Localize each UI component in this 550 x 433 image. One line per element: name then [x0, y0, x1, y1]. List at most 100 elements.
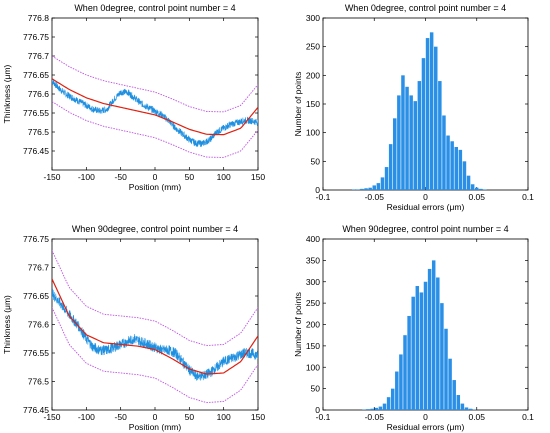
x-tick-label: 150 [251, 172, 265, 182]
x-tick-label: 0.05 [468, 192, 485, 202]
y-tick-label: 776.7 [28, 263, 50, 273]
histogram-bar [436, 277, 440, 410]
histogram-bar [356, 189, 360, 190]
y-tick-label: 300 [306, 277, 320, 287]
y-tick-label: 776.7 [28, 51, 50, 61]
y-axis-label: Thinkness (μm) [2, 64, 12, 123]
histogram-bar [415, 286, 420, 410]
x-axis-label: Residual errors (μm) [387, 202, 465, 212]
y-tick-label: 776.75 [23, 32, 49, 42]
histogram-bar [450, 141, 454, 190]
histogram-bar [458, 149, 463, 190]
histogram-bar [479, 188, 483, 190]
histogram-bar [409, 95, 413, 190]
histogram-bar [483, 189, 487, 190]
x-tick-label: -50 [115, 172, 128, 182]
y-tick-label: 300 [306, 13, 320, 23]
x-tick-label: -150 [43, 172, 60, 182]
measured-series-line [52, 79, 258, 147]
plot-frame [322, 17, 529, 191]
x-axis-label: Position (mm) [129, 182, 182, 192]
histogram-bar [374, 407, 379, 410]
histogram-bar [364, 188, 368, 190]
histogram-bar [456, 395, 461, 410]
histogram-bar [366, 409, 370, 410]
y-tick-label: 776.65 [23, 70, 49, 80]
histogram-bar [372, 185, 376, 190]
histogram-bar [429, 32, 434, 190]
y-tick-label: 776.5 [28, 377, 50, 387]
fit-series-line [52, 78, 258, 136]
histogram-bar [444, 328, 448, 410]
x-tick-label: 0.05 [468, 412, 485, 422]
x-tick-label: -0.1 [316, 192, 331, 202]
histogram-bar [452, 380, 456, 410]
y-tick-label: 776.55 [23, 348, 49, 358]
histogram-bar [384, 167, 389, 190]
histogram-bar [405, 86, 409, 190]
histogram-bar [470, 184, 475, 190]
histogram-bar [360, 188, 364, 190]
y-tick-label: 50 [311, 384, 321, 394]
x-tick-label: 50 [185, 412, 195, 422]
x-tick-label: 0 [153, 172, 158, 182]
x-tick-label: -0.05 [365, 412, 385, 422]
histogram-bar [448, 358, 452, 410]
x-axis-label: Residual errors (μm) [387, 422, 465, 432]
y-axis-label: Number of points [293, 72, 303, 137]
x-tick-label: -100 [78, 172, 95, 182]
histogram-bar [421, 58, 426, 190]
histogram-bar [464, 407, 469, 410]
x-tick-label: 0 [423, 412, 428, 422]
histogram-bar [468, 408, 473, 410]
histogram-bar [446, 135, 450, 190]
y-tick-label: 250 [306, 42, 320, 52]
histogram-bar [376, 183, 381, 190]
y-tick-label: 776.45 [23, 146, 49, 156]
histogram-bar [397, 95, 401, 190]
histogram-bar [466, 175, 471, 190]
y-tick-label: 776.55 [23, 108, 49, 118]
x-tick-label: 100 [217, 172, 231, 182]
chart-title: When 90degree, control point number = 4 [342, 224, 508, 234]
x-tick-label: 0 [423, 192, 428, 202]
histogram-bar [390, 388, 395, 410]
chart-title: When 0degree, control point number = 4 [345, 3, 506, 13]
x-tick-label: -50 [115, 412, 128, 422]
x-tick-label: 0.1 [522, 412, 534, 422]
histogram-bar [438, 81, 442, 190]
y-tick-label: 776.75 [23, 234, 49, 244]
y-tick-label: 776.45 [23, 405, 49, 415]
y-axis-label: Number of points [293, 292, 303, 357]
histogram-bar [442, 115, 446, 190]
histogram-bar [431, 260, 436, 410]
y-tick-label: 776.6 [28, 320, 50, 330]
y-tick-label: 250 [306, 298, 320, 308]
plot-frame [51, 238, 259, 411]
histogram-bar [401, 75, 405, 190]
x-tick-label: -150 [43, 412, 60, 422]
histogram-bar [411, 296, 415, 410]
y-tick-label: 776.5 [28, 127, 50, 137]
histogram-bar [378, 406, 383, 410]
histogram-bar [370, 408, 374, 410]
histogram-bar [380, 177, 385, 190]
fit-series-line [52, 278, 258, 375]
histogram-bar [393, 118, 397, 190]
x-tick-label: -100 [78, 412, 95, 422]
data-layer [52, 250, 258, 403]
histogram-bar [403, 335, 407, 410]
y-tick-label: 776.8 [28, 13, 50, 23]
x-tick-label: 0 [153, 412, 158, 422]
y-tick-label: 0 [315, 185, 320, 195]
histogram-bar [427, 268, 432, 410]
y-tick-label: 776.65 [23, 291, 49, 301]
bound-series-line [52, 307, 258, 403]
chart-panel-1: When 0degree, control point number = 4 -1… [2, 3, 265, 192]
bound-series-line [52, 55, 258, 113]
y-tick-label: 350 [306, 255, 320, 265]
y-tick-label: 100 [306, 362, 320, 372]
plot-frame [51, 17, 259, 171]
x-tick-label: 150 [251, 412, 265, 422]
